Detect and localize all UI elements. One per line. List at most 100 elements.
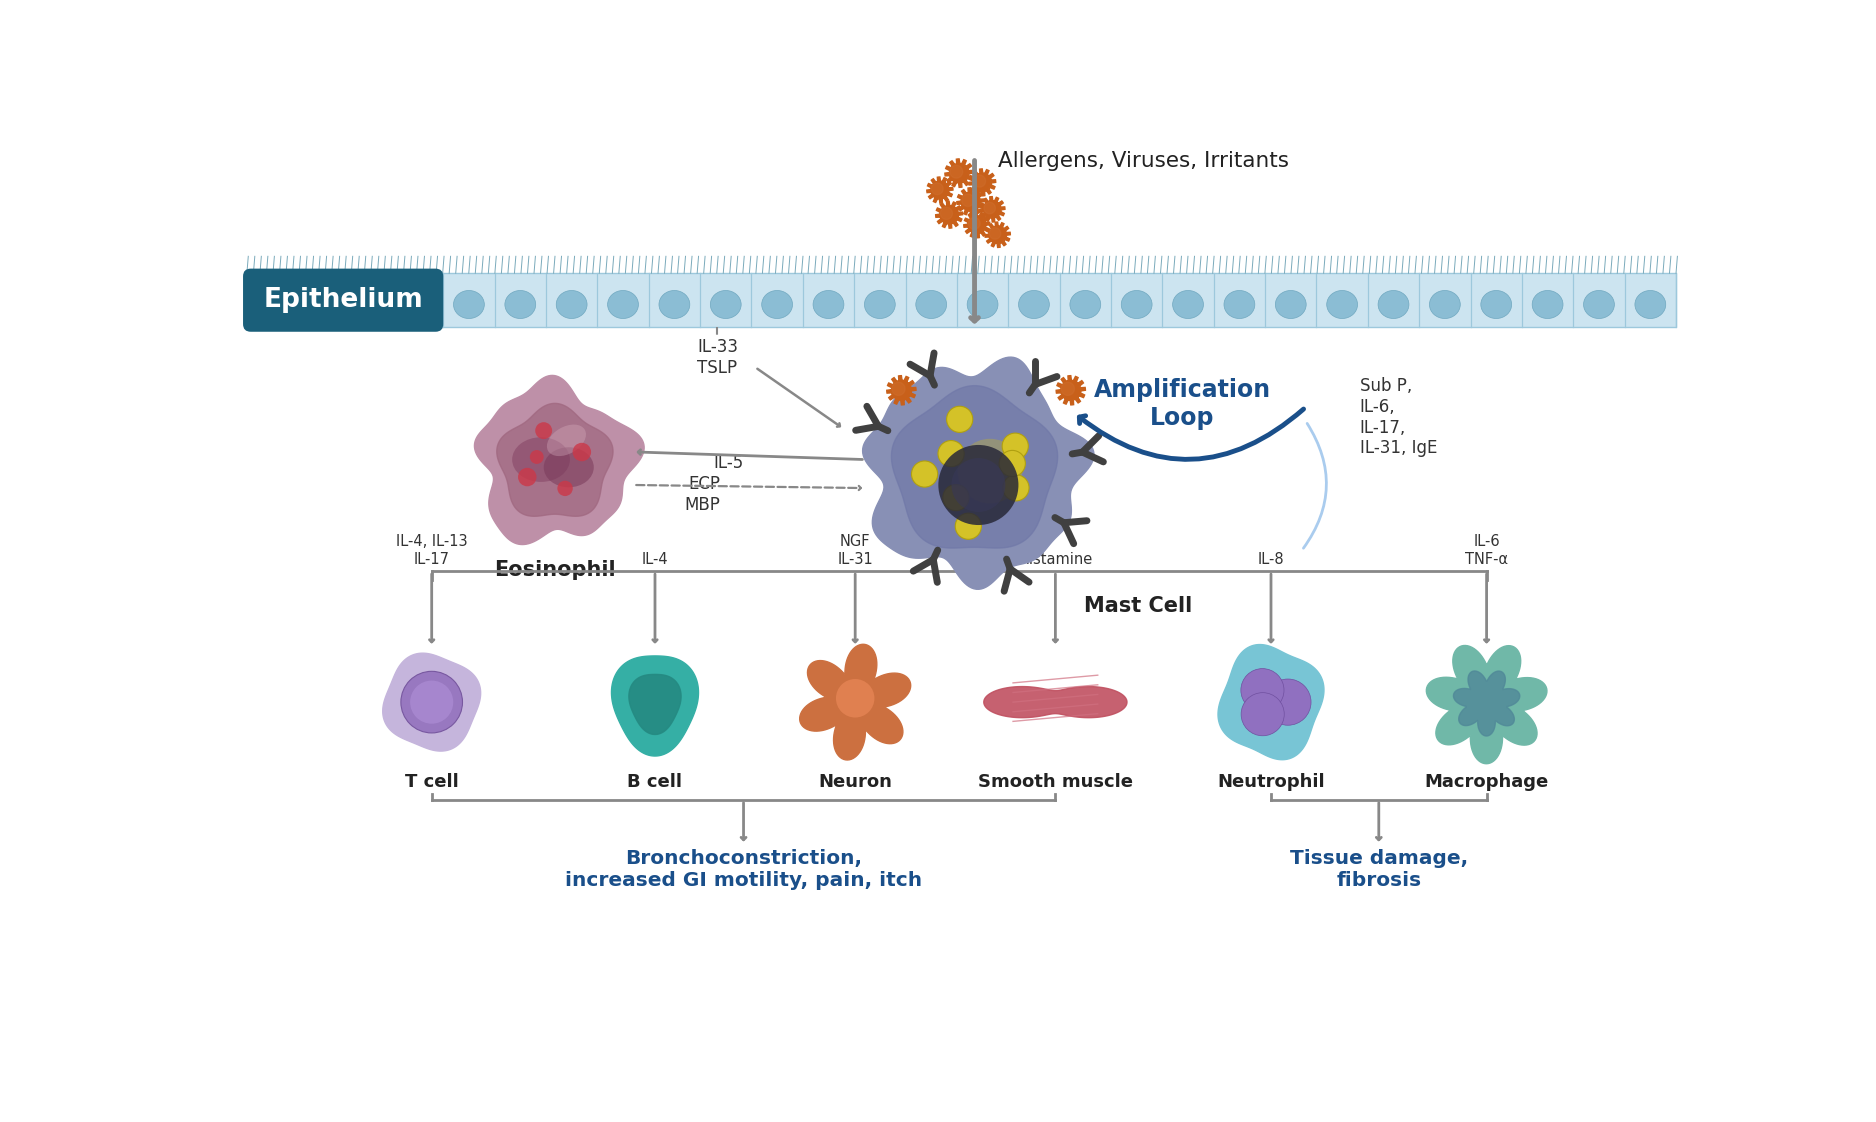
Polygon shape: [940, 208, 953, 220]
Polygon shape: [1426, 645, 1548, 764]
Circle shape: [1002, 433, 1028, 459]
Text: Smooth muscle: Smooth muscle: [977, 773, 1133, 791]
Text: Tissue damage,
fibrosis: Tissue damage, fibrosis: [1289, 849, 1467, 890]
Polygon shape: [968, 169, 996, 196]
Text: IL-8: IL-8: [1257, 552, 1285, 567]
Circle shape: [1264, 679, 1311, 725]
Ellipse shape: [454, 291, 484, 319]
Ellipse shape: [1122, 291, 1152, 319]
Ellipse shape: [711, 291, 741, 319]
Ellipse shape: [812, 291, 844, 319]
Ellipse shape: [915, 291, 947, 319]
Circle shape: [518, 468, 537, 486]
Text: IL-4: IL-4: [642, 552, 668, 567]
Text: IL-5: IL-5: [713, 454, 743, 472]
Ellipse shape: [1583, 291, 1615, 319]
Circle shape: [1000, 450, 1026, 477]
Circle shape: [1004, 475, 1030, 500]
Polygon shape: [891, 383, 904, 395]
Polygon shape: [930, 183, 944, 194]
Circle shape: [938, 445, 1019, 525]
Circle shape: [837, 679, 874, 718]
Text: T cell: T cell: [405, 773, 458, 791]
Polygon shape: [964, 212, 991, 238]
Ellipse shape: [968, 291, 998, 319]
Circle shape: [912, 461, 938, 487]
Ellipse shape: [1379, 291, 1409, 319]
Polygon shape: [957, 187, 985, 215]
Polygon shape: [989, 228, 1000, 239]
FancyBboxPatch shape: [244, 268, 443, 332]
Text: Macrophage: Macrophage: [1424, 773, 1550, 791]
Circle shape: [557, 480, 572, 496]
Circle shape: [957, 439, 1022, 504]
Polygon shape: [863, 357, 1094, 589]
Text: Epithelium: Epithelium: [263, 287, 422, 313]
Polygon shape: [983, 687, 1127, 718]
Circle shape: [944, 485, 970, 511]
Circle shape: [947, 406, 974, 432]
Circle shape: [529, 450, 544, 463]
Circle shape: [535, 422, 552, 439]
Ellipse shape: [1172, 291, 1203, 319]
Circle shape: [951, 458, 1006, 512]
Text: Neuron: Neuron: [818, 773, 893, 791]
Ellipse shape: [1276, 291, 1306, 319]
Polygon shape: [946, 159, 974, 187]
Polygon shape: [383, 653, 480, 751]
Text: Neutrophil: Neutrophil: [1218, 773, 1324, 791]
Ellipse shape: [1533, 291, 1563, 319]
Text: ECP
MBP: ECP MBP: [685, 475, 720, 514]
Polygon shape: [891, 386, 1058, 548]
Polygon shape: [628, 674, 681, 735]
Circle shape: [938, 441, 964, 467]
Text: Eosinophil: Eosinophil: [493, 560, 615, 580]
Polygon shape: [1454, 671, 1520, 736]
Circle shape: [572, 443, 591, 461]
Polygon shape: [949, 165, 962, 178]
FancyBboxPatch shape: [248, 274, 1675, 328]
Circle shape: [1240, 669, 1283, 711]
Ellipse shape: [557, 291, 587, 319]
Text: Histamine: Histamine: [1019, 552, 1092, 567]
Ellipse shape: [658, 291, 690, 319]
Text: Bronchoconstriction,
increased GI motility, pain, itch: Bronchoconstriction, increased GI motili…: [565, 849, 923, 890]
Text: IL-4, IL-13
IL-17: IL-4, IL-13 IL-17: [396, 534, 467, 567]
Ellipse shape: [1223, 291, 1255, 319]
Polygon shape: [475, 376, 643, 544]
Circle shape: [955, 513, 981, 540]
Ellipse shape: [608, 291, 638, 319]
Ellipse shape: [1480, 291, 1512, 319]
Polygon shape: [962, 194, 974, 206]
Ellipse shape: [512, 438, 570, 482]
Polygon shape: [1056, 376, 1086, 405]
Polygon shape: [612, 656, 698, 756]
Ellipse shape: [1326, 291, 1358, 319]
Polygon shape: [1218, 644, 1324, 760]
Polygon shape: [497, 404, 613, 516]
Text: NGF
IL-31: NGF IL-31: [837, 534, 872, 567]
Text: Allergens, Viruses, Irritants: Allergens, Viruses, Irritants: [998, 150, 1289, 171]
Polygon shape: [887, 376, 915, 405]
Text: B cell: B cell: [627, 773, 683, 791]
Ellipse shape: [865, 291, 895, 319]
Circle shape: [1242, 692, 1285, 736]
Ellipse shape: [762, 291, 792, 319]
Ellipse shape: [505, 291, 537, 319]
Ellipse shape: [1069, 291, 1101, 319]
Text: Sub P,
IL-6,
IL-17,
IL-31, IgE: Sub P, IL-6, IL-17, IL-31, IgE: [1360, 377, 1437, 458]
Circle shape: [401, 671, 463, 733]
Ellipse shape: [1019, 291, 1049, 319]
Text: Amplification
Loop: Amplification Loop: [1094, 378, 1272, 430]
Text: IL-33
TSLP: IL-33 TSLP: [698, 338, 739, 377]
Circle shape: [411, 681, 454, 724]
Polygon shape: [968, 218, 979, 229]
Text: IL-6
TNF-α: IL-6 TNF-α: [1465, 534, 1508, 567]
Polygon shape: [979, 196, 1006, 222]
Ellipse shape: [544, 448, 595, 487]
Polygon shape: [936, 201, 962, 228]
Polygon shape: [985, 222, 1011, 248]
Polygon shape: [985, 202, 996, 214]
Ellipse shape: [1634, 291, 1666, 319]
Ellipse shape: [548, 424, 585, 456]
